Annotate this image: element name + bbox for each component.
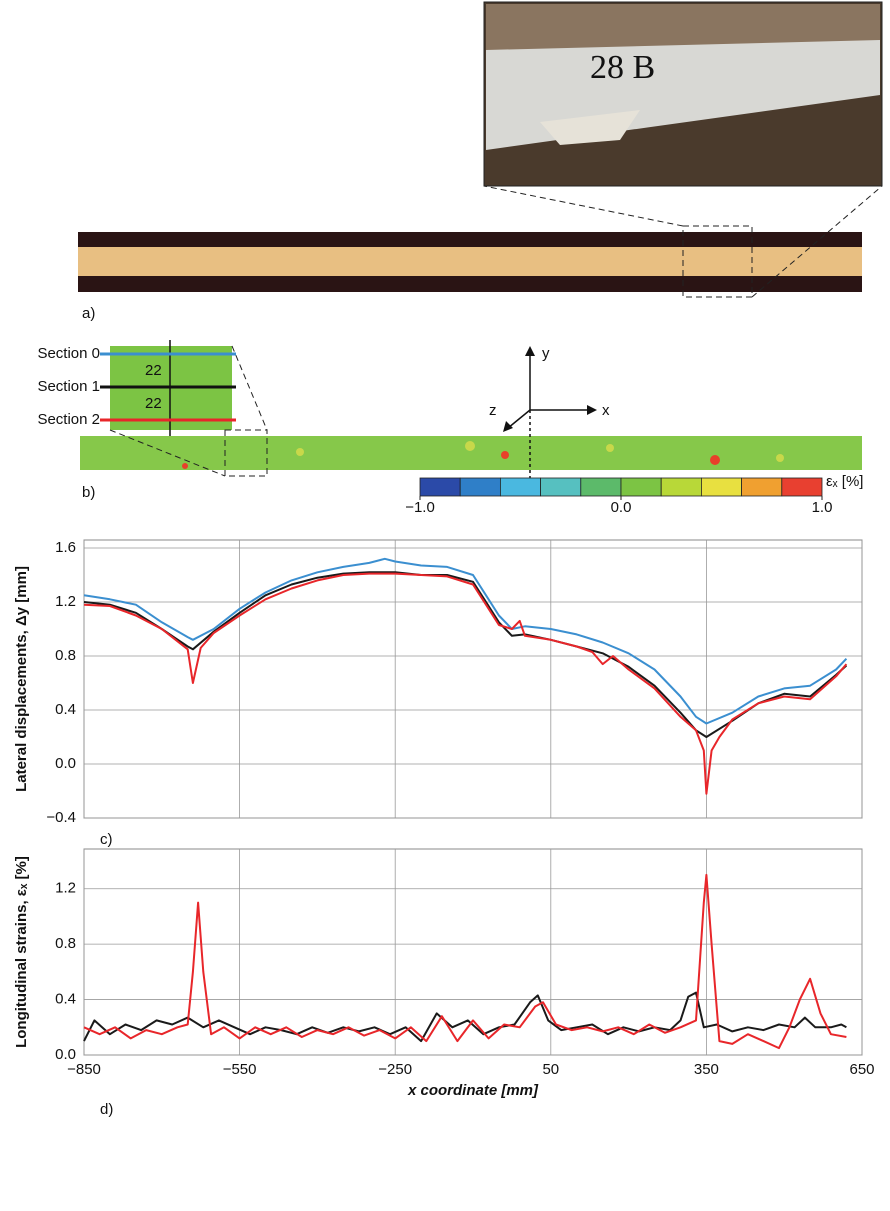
- spacing-label: 22: [145, 395, 162, 412]
- x-tick-label: 650: [849, 1061, 874, 1078]
- colorbar-cell: [499, 477, 541, 497]
- axis-name: x: [602, 402, 610, 419]
- data-line: [83, 557, 848, 725]
- y-tick-label: 0.4: [55, 991, 76, 1008]
- colorbar-label: εₓ [%]: [826, 473, 863, 490]
- x-tick-label: 350: [694, 1061, 719, 1078]
- panel-label: a): [82, 305, 95, 322]
- colorbar-tick-label: 1.0: [812, 499, 833, 516]
- colorbar-tick-label: 0.0: [611, 499, 632, 516]
- zoom-box: [682, 225, 753, 298]
- zoom-line: [483, 185, 684, 227]
- y-tick-label: 0.8: [55, 647, 76, 664]
- colorbar-tick-label: −1.0: [405, 499, 435, 516]
- data-line: [83, 572, 848, 795]
- data-line: [83, 571, 848, 738]
- x-tick-label: −850: [67, 1061, 101, 1078]
- colorbar-cell: [540, 477, 582, 497]
- colorbar-cell: [781, 477, 823, 497]
- colorbar-cell: [419, 477, 461, 497]
- data-line: [83, 991, 847, 1043]
- photo-crack: [540, 110, 640, 145]
- data-line: [83, 873, 847, 1050]
- panel-label: d): [100, 1101, 113, 1118]
- x-axis-title: x coordinate [mm]: [407, 1082, 539, 1099]
- axis-name: z: [489, 402, 497, 419]
- panel-label: b): [82, 484, 95, 501]
- arrow-head: [525, 346, 535, 356]
- y-axis-title: Longitudinal strains, εₓ [%]: [13, 856, 30, 1048]
- y-tick-label: 1.6: [55, 539, 76, 556]
- section-label: Section 2: [37, 411, 100, 428]
- beam: [78, 247, 862, 276]
- panel-label: c): [100, 831, 113, 848]
- arrow-head: [587, 405, 597, 415]
- zoom-line: [109, 429, 226, 477]
- y-tick-label: 0.0: [55, 1046, 76, 1063]
- photo-text: 28 B: [590, 49, 655, 86]
- spacing-label: 22: [145, 362, 162, 379]
- zoom-line: [751, 185, 883, 298]
- axes-triad: [507, 352, 590, 480]
- y-tick-label: 0.0: [55, 755, 76, 772]
- strain-speckle: [182, 441, 784, 469]
- x-tick-label: −550: [223, 1061, 257, 1078]
- y-tick-label: 0.8: [55, 935, 76, 952]
- arrow-head: [503, 421, 513, 432]
- axis-name: y: [542, 345, 550, 362]
- colorbar-cell: [580, 477, 622, 497]
- y-tick-label: −0.4: [46, 809, 76, 826]
- x-tick-label: 50: [542, 1061, 559, 1078]
- y-axis-title: Lateral displacements, Δy [mm]: [13, 566, 30, 792]
- beam-support: [78, 232, 862, 247]
- colorbar-cell: [741, 477, 783, 497]
- colorbar-cell: [620, 477, 662, 497]
- zoom-line: [231, 345, 268, 431]
- y-tick-label: 1.2: [55, 880, 76, 897]
- y-tick-label: 0.4: [55, 701, 76, 718]
- x-tick-label: −250: [378, 1061, 412, 1078]
- beam-support: [78, 276, 862, 292]
- section-label: Section 0: [37, 345, 100, 362]
- y-tick-label: 1.2: [55, 593, 76, 610]
- colorbar-cell: [660, 477, 702, 497]
- colorbar-cell: [701, 477, 743, 497]
- zoom-box: [224, 429, 268, 477]
- colorbar-cell: [459, 477, 501, 497]
- section-label: Section 1: [37, 378, 100, 395]
- colorbar: [419, 477, 823, 497]
